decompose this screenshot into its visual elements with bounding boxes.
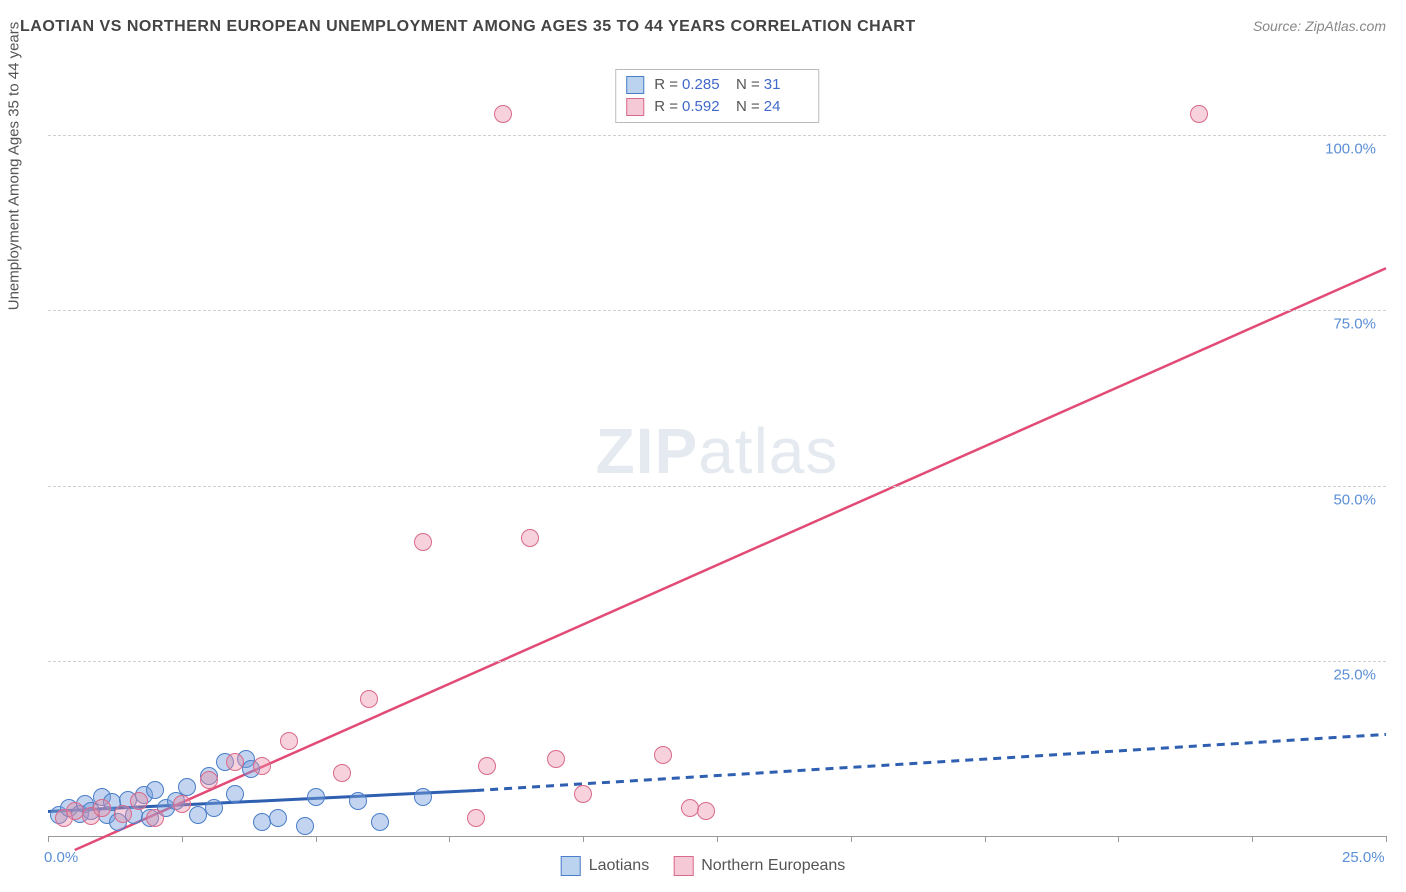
x-tick [1252, 836, 1253, 842]
x-tick [1386, 836, 1387, 842]
data-point [654, 746, 672, 764]
data-point [521, 529, 539, 547]
y-axis-label: Unemployment Among Ages 35 to 44 years [6, 22, 23, 311]
data-point [296, 817, 314, 835]
data-point [146, 781, 164, 799]
data-point [414, 788, 432, 806]
data-point [360, 690, 378, 708]
grid-line [48, 486, 1386, 487]
data-point [349, 792, 367, 810]
plot-area: ZIPatlas R =0.285 N =31 R =0.592 N =24 2… [48, 65, 1386, 837]
legend-item-northern-europeans: Northern Europeans [673, 856, 845, 876]
data-point [371, 813, 389, 831]
x-tick [316, 836, 317, 842]
data-point [253, 757, 271, 775]
x-tick [449, 836, 450, 842]
regression-line [476, 734, 1386, 790]
data-point [114, 805, 132, 823]
data-point [307, 788, 325, 806]
legend-swatch-laotians-icon [561, 856, 581, 876]
data-point [205, 799, 223, 817]
y-tick-label: 75.0% [1333, 316, 1376, 333]
legend-swatch-northern-europeans [626, 98, 644, 116]
legend-swatch-laotians [626, 76, 644, 94]
x-tick [48, 836, 49, 842]
y-tick-label: 25.0% [1333, 666, 1376, 683]
data-point [574, 785, 592, 803]
x-tick [985, 836, 986, 842]
x-tick [1118, 836, 1119, 842]
legend-swatch-northern-europeans-icon [673, 856, 693, 876]
legend-label-northern-europeans: Northern Europeans [701, 857, 845, 875]
data-point [414, 533, 432, 551]
data-point [173, 795, 191, 813]
x-tick-min: 0.0% [44, 849, 78, 866]
data-point [178, 778, 196, 796]
y-tick-label: 100.0% [1325, 141, 1376, 158]
source-label: Source: ZipAtlas.com [1253, 18, 1386, 34]
data-point [146, 809, 164, 827]
data-point [478, 757, 496, 775]
data-point [681, 799, 699, 817]
grid-line [48, 310, 1386, 311]
legend-label-laotians: Laotians [589, 857, 650, 875]
regression-line [75, 268, 1386, 850]
data-point [547, 750, 565, 768]
chart-title: LAOTIAN VS NORTHERN EUROPEAN UNEMPLOYMEN… [20, 18, 916, 36]
data-point [93, 799, 111, 817]
grid-line [48, 135, 1386, 136]
x-tick [182, 836, 183, 842]
y-tick-label: 50.0% [1333, 491, 1376, 508]
regression-lines-layer [48, 65, 1386, 836]
legend-row-laotians: R =0.285 N =31 [626, 74, 808, 96]
data-point [226, 785, 244, 803]
legend-item-laotians: Laotians [561, 856, 650, 876]
series-legend: Laotians Northern Europeans [561, 856, 846, 876]
data-point [494, 105, 512, 123]
data-point [467, 809, 485, 827]
correlation-legend: R =0.285 N =31 R =0.592 N =24 [615, 69, 819, 123]
x-tick [583, 836, 584, 842]
data-point [697, 802, 715, 820]
legend-row-northern-europeans: R =0.592 N =24 [626, 96, 808, 118]
data-point [280, 732, 298, 750]
data-point [226, 753, 244, 771]
data-point [333, 764, 351, 782]
data-point [130, 792, 148, 810]
x-tick-max: 25.0% [1342, 849, 1385, 866]
data-point [269, 809, 287, 827]
x-tick [717, 836, 718, 842]
data-point [1190, 105, 1208, 123]
grid-line [48, 661, 1386, 662]
x-tick [851, 836, 852, 842]
data-point [200, 771, 218, 789]
